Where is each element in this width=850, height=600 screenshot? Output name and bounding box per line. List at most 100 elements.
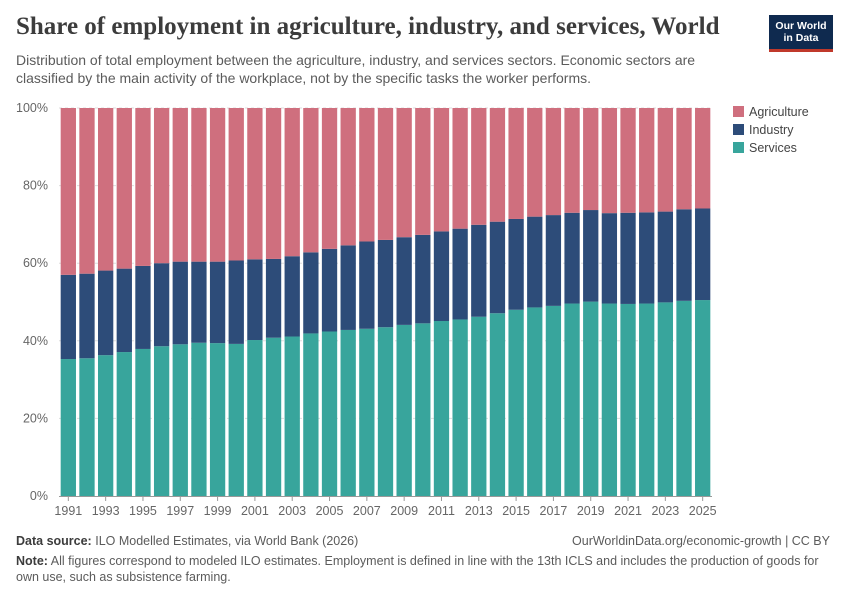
bar-services-2017[interactable] xyxy=(545,305,562,496)
bar-services-2009[interactable] xyxy=(396,324,412,496)
bar-industry-2009[interactable] xyxy=(396,237,412,325)
bar-services-2022[interactable] xyxy=(639,303,655,496)
bar-industry-2016[interactable] xyxy=(527,216,543,308)
bar-agriculture-2013[interactable] xyxy=(471,108,487,225)
bar-agriculture-1998[interactable] xyxy=(191,108,207,262)
legend-swatch-agriculture[interactable] xyxy=(733,106,744,117)
legend-label-industry[interactable]: Industry xyxy=(749,123,794,137)
bar-industry-2004[interactable] xyxy=(303,252,319,334)
bar-industry-2001[interactable] xyxy=(247,259,263,341)
bar-agriculture-2018[interactable] xyxy=(564,108,580,213)
bar-agriculture-2006[interactable] xyxy=(340,108,356,246)
bar-agriculture-2019[interactable] xyxy=(583,108,599,211)
bar-industry-1991[interactable] xyxy=(60,274,76,360)
bar-agriculture-2020[interactable] xyxy=(601,108,618,214)
bar-agriculture-2008[interactable] xyxy=(377,108,394,240)
bar-agriculture-2004[interactable] xyxy=(303,108,319,253)
source-url[interactable]: OurWorldinData.org/economic-growth | CC … xyxy=(572,534,830,548)
bar-agriculture-2012[interactable] xyxy=(452,108,468,229)
bar-agriculture-1996[interactable] xyxy=(153,108,170,264)
legend-label-services[interactable]: Services xyxy=(749,141,797,155)
bar-services-2011[interactable] xyxy=(433,321,450,496)
bar-services-2016[interactable] xyxy=(527,307,543,496)
bar-agriculture-2009[interactable] xyxy=(396,108,412,238)
bar-services-1998[interactable] xyxy=(191,342,207,496)
bar-industry-2012[interactable] xyxy=(452,228,468,320)
bar-agriculture-2021[interactable] xyxy=(620,108,636,213)
bar-industry-2010[interactable] xyxy=(415,234,431,324)
bar-industry-2002[interactable] xyxy=(265,258,282,338)
bar-agriculture-2002[interactable] xyxy=(265,108,282,259)
bar-industry-2018[interactable] xyxy=(564,212,580,304)
bar-agriculture-2003[interactable] xyxy=(284,108,300,257)
bar-services-2010[interactable] xyxy=(415,323,431,496)
bar-services-2023[interactable] xyxy=(657,302,674,496)
bar-services-2019[interactable] xyxy=(583,301,599,496)
bar-agriculture-2017[interactable] xyxy=(545,108,562,216)
bar-services-2015[interactable] xyxy=(508,309,524,496)
bar-industry-1997[interactable] xyxy=(172,261,188,345)
legend-label-agriculture[interactable]: Agriculture xyxy=(749,105,809,119)
bar-agriculture-2000[interactable] xyxy=(228,108,244,261)
bar-industry-1998[interactable] xyxy=(191,261,207,343)
bar-services-2013[interactable] xyxy=(471,316,487,496)
bar-industry-2014[interactable] xyxy=(489,221,506,314)
bar-services-2004[interactable] xyxy=(303,333,319,496)
legend-swatch-services[interactable] xyxy=(733,142,744,153)
bar-agriculture-2023[interactable] xyxy=(657,108,674,212)
bar-agriculture-2015[interactable] xyxy=(508,108,524,219)
bar-services-2012[interactable] xyxy=(452,319,468,496)
bar-industry-2023[interactable] xyxy=(657,211,674,303)
bar-services-1997[interactable] xyxy=(172,344,188,496)
bar-industry-2000[interactable] xyxy=(228,260,244,344)
bar-industry-2022[interactable] xyxy=(639,212,655,304)
bar-agriculture-1992[interactable] xyxy=(79,108,95,274)
data-source-text[interactable]: ILO Modelled Estimates, via World Bank (… xyxy=(95,534,359,548)
bar-industry-2011[interactable] xyxy=(433,231,450,322)
bar-industry-2024[interactable] xyxy=(676,209,692,301)
bar-industry-1995[interactable] xyxy=(135,265,151,349)
bar-services-2000[interactable] xyxy=(228,343,244,496)
bar-agriculture-2007[interactable] xyxy=(359,108,375,242)
bar-services-1995[interactable] xyxy=(135,348,151,496)
bar-agriculture-1999[interactable] xyxy=(209,108,226,262)
bar-services-1991[interactable] xyxy=(60,359,76,496)
bar-agriculture-2024[interactable] xyxy=(676,108,692,210)
bar-agriculture-2022[interactable] xyxy=(639,108,655,213)
bar-agriculture-2011[interactable] xyxy=(433,108,450,232)
bar-agriculture-2010[interactable] xyxy=(415,108,431,235)
bar-industry-1993[interactable] xyxy=(97,270,114,356)
bar-services-2006[interactable] xyxy=(340,329,356,496)
bar-industry-2006[interactable] xyxy=(340,245,356,330)
bar-industry-2005[interactable] xyxy=(321,248,338,332)
bar-industry-1999[interactable] xyxy=(209,261,226,344)
bar-industry-2015[interactable] xyxy=(508,218,524,310)
bar-industry-2013[interactable] xyxy=(471,224,487,317)
bar-agriculture-1991[interactable] xyxy=(60,108,76,275)
bar-industry-2017[interactable] xyxy=(545,215,562,306)
bar-services-2020[interactable] xyxy=(601,303,618,496)
bar-services-2018[interactable] xyxy=(564,303,580,496)
bar-industry-2003[interactable] xyxy=(284,256,300,337)
bar-agriculture-1995[interactable] xyxy=(135,108,151,266)
bar-agriculture-2005[interactable] xyxy=(321,108,338,249)
bar-services-1992[interactable] xyxy=(79,358,95,496)
bar-agriculture-2014[interactable] xyxy=(489,108,506,222)
bar-services-2024[interactable] xyxy=(676,300,692,496)
bar-agriculture-2025[interactable] xyxy=(695,108,711,209)
bar-industry-2021[interactable] xyxy=(620,212,636,304)
bar-agriculture-1993[interactable] xyxy=(97,108,114,271)
bar-industry-2020[interactable] xyxy=(601,213,618,304)
bar-agriculture-2016[interactable] xyxy=(527,108,543,217)
bar-services-1994[interactable] xyxy=(116,352,132,496)
legend-swatch-industry[interactable] xyxy=(733,124,744,135)
bar-services-2003[interactable] xyxy=(284,336,300,496)
bar-agriculture-2001[interactable] xyxy=(247,108,263,260)
bar-services-2001[interactable] xyxy=(247,340,263,496)
owid-logo[interactable]: Our World in Data xyxy=(769,15,833,52)
bar-agriculture-1994[interactable] xyxy=(116,108,132,269)
bar-services-2002[interactable] xyxy=(265,337,282,496)
bar-services-2014[interactable] xyxy=(489,313,506,496)
bar-services-1996[interactable] xyxy=(153,346,170,496)
bar-industry-2008[interactable] xyxy=(377,239,394,328)
